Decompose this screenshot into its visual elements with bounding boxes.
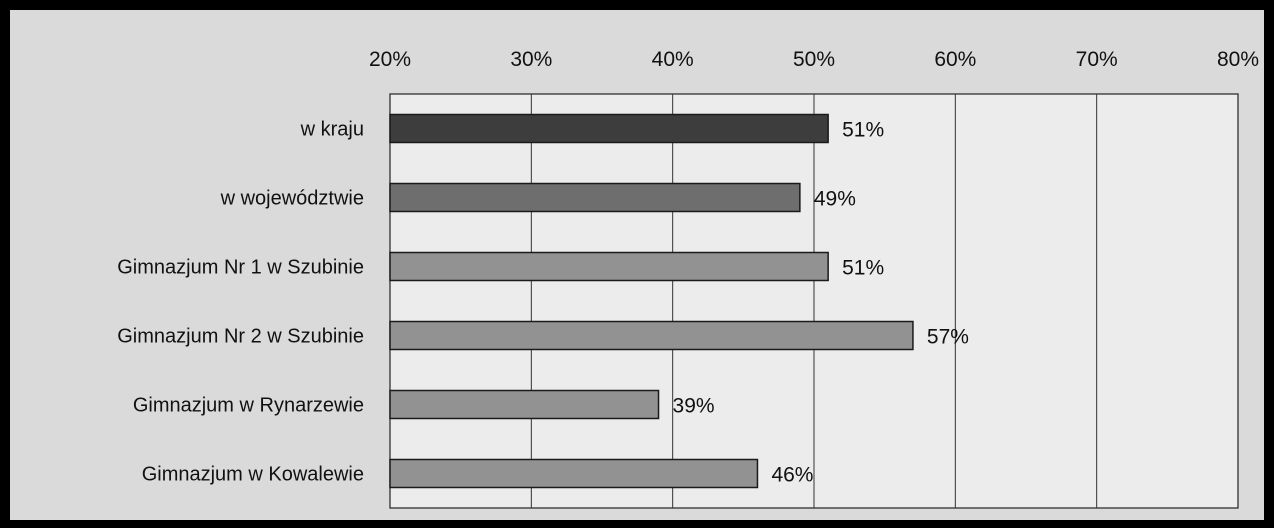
category-label: w kraju (300, 119, 364, 141)
bars (389, 113, 914, 489)
bar (389, 182, 801, 213)
bar (389, 320, 914, 351)
x-tick-label: 60% (934, 48, 976, 71)
gridlines (530, 94, 1098, 508)
x-tick-label: 70% (1076, 48, 1118, 71)
bar (389, 113, 829, 144)
category-label: Gimnazjum w Kowalewie (142, 464, 364, 486)
bar (389, 458, 759, 489)
data-label: 39% (673, 395, 715, 418)
bar (389, 251, 829, 282)
bar (389, 389, 660, 420)
category-label: w województwie (220, 188, 364, 210)
x-tick-label: 30% (510, 48, 552, 71)
data-label: 49% (814, 188, 856, 211)
x-tick-label: 80% (1217, 48, 1259, 71)
x-axis-tick-labels: 20% 30% 40% 50% 60% 70% 80% (369, 48, 1259, 71)
category-label: Gimnazjum Nr 1 w Szubinie (117, 257, 364, 279)
data-label: 46% (771, 464, 813, 487)
x-tick-label: 20% (369, 48, 411, 71)
category-label: Gimnazjum Nr 2 w Szubinie (117, 326, 364, 348)
x-tick-label: 50% (793, 48, 835, 71)
data-label: 57% (927, 326, 969, 349)
category-labels: w kraju w województwie Gimnazjum Nr 1 w Sz… (117, 119, 364, 486)
data-label: 51% (842, 119, 884, 142)
category-label: Gimnazjum w Rynarzewie (133, 395, 364, 417)
x-tick-label: 40% (652, 48, 694, 71)
data-labels: 51% 49% 51% 57% 39% 46% (673, 119, 969, 487)
data-label: 51% (842, 257, 884, 280)
